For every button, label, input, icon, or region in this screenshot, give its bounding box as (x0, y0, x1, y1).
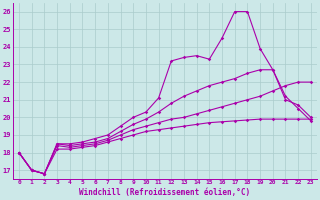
X-axis label: Windchill (Refroidissement éolien,°C): Windchill (Refroidissement éolien,°C) (79, 188, 251, 197)
